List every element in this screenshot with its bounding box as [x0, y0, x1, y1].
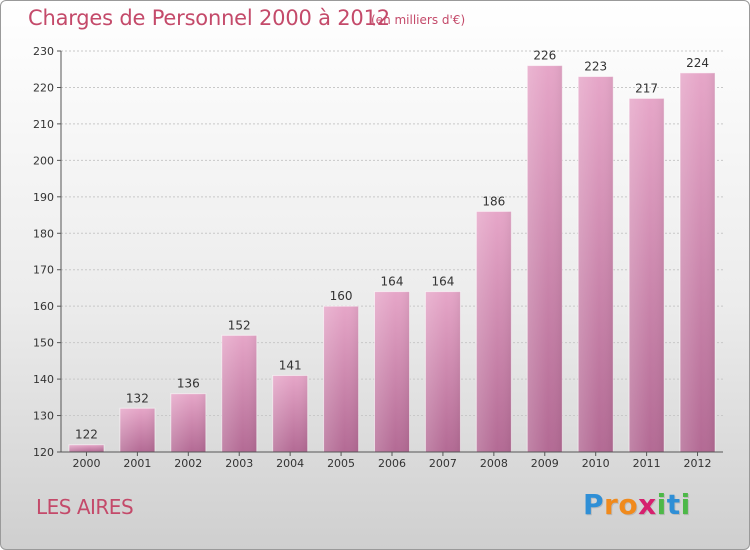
bar-shading: [527, 65, 563, 452]
x-tick-label: 2011: [633, 457, 661, 470]
bar-value-label: 164: [381, 275, 404, 289]
bar-shading: [68, 444, 104, 452]
x-tick-label: 2008: [480, 457, 508, 470]
logo-letter: i: [656, 488, 667, 521]
x-tick-label: 2002: [174, 457, 202, 470]
x-tick-label: 2007: [429, 457, 457, 470]
bar-value-label: 217: [635, 81, 658, 95]
y-tick-label: 210: [33, 118, 54, 131]
y-tick-label: 140: [33, 373, 54, 386]
chart-title: Charges de Personnel 2000 à 2012: [28, 6, 390, 30]
bar-shading: [425, 291, 461, 452]
y-tick-label: 150: [33, 337, 54, 350]
bar-shading: [323, 306, 359, 452]
bars: [68, 65, 716, 453]
logo-letter: o: [618, 488, 639, 521]
x-tick-label: 2000: [72, 457, 100, 470]
x-tick-label: 2005: [327, 457, 355, 470]
chart-subtitle: (en milliers d'€): [371, 13, 466, 27]
bar-shading: [170, 393, 206, 452]
bar-shading: [221, 335, 257, 452]
bar-shading: [374, 291, 410, 452]
bar-value-label: 122: [75, 428, 98, 442]
bar-shading: [476, 211, 512, 452]
x-tick-label: 2006: [378, 457, 406, 470]
y-tick-label: 170: [33, 264, 54, 277]
bar-value-label: 186: [482, 194, 505, 208]
axes: 120 130 140 150 160 170 180 190 200 210 220 230: [33, 45, 723, 459]
bar-value-label: 164: [431, 275, 454, 289]
y-tick-label: 190: [33, 191, 54, 204]
bar-value-label: 223: [584, 60, 607, 74]
logo-letter: x: [638, 488, 657, 521]
bar-shading: [680, 72, 716, 452]
bar-value-label: 152: [228, 318, 251, 332]
y-tick-label: 180: [33, 227, 54, 240]
logo-letter: t: [666, 488, 681, 521]
y-tick-label: 230: [33, 45, 54, 58]
bar-shading: [629, 98, 665, 453]
y-tick-label: 130: [33, 410, 54, 423]
bar-shading: [119, 408, 155, 452]
logo-letter: P: [583, 488, 605, 521]
bar-value-label: 141: [279, 358, 302, 372]
y-tick-label: 220: [33, 81, 54, 94]
logo-letter: i: [680, 488, 691, 521]
proxiti-logo: Proxiti: [583, 488, 691, 521]
x-tick-label: 2003: [225, 457, 253, 470]
bar-shading: [578, 76, 614, 452]
bar-value-label: 226: [533, 49, 556, 63]
x-tick-label: 2004: [276, 457, 304, 470]
x-tick-label: 2010: [582, 457, 610, 470]
logo-letter: r: [604, 488, 619, 521]
labels: 122 2000 132 2001 136 2002 152 2003 141 2004 160 20…: [72, 49, 711, 470]
bar-value-label: 136: [177, 377, 200, 391]
bar-shading: [272, 375, 308, 452]
bar-value-label: 224: [686, 56, 709, 70]
y-tick-label: 200: [33, 154, 54, 167]
commune-name: LES AIRES: [36, 495, 134, 519]
y-tick-label: 160: [33, 300, 54, 313]
x-tick-label: 2001: [123, 457, 151, 470]
x-tick-label: 2012: [684, 457, 712, 470]
bar-value-label: 160: [330, 289, 353, 303]
x-tick-label: 2009: [531, 457, 559, 470]
y-tick-label: 120: [33, 446, 54, 459]
bar-value-label: 132: [126, 391, 149, 405]
